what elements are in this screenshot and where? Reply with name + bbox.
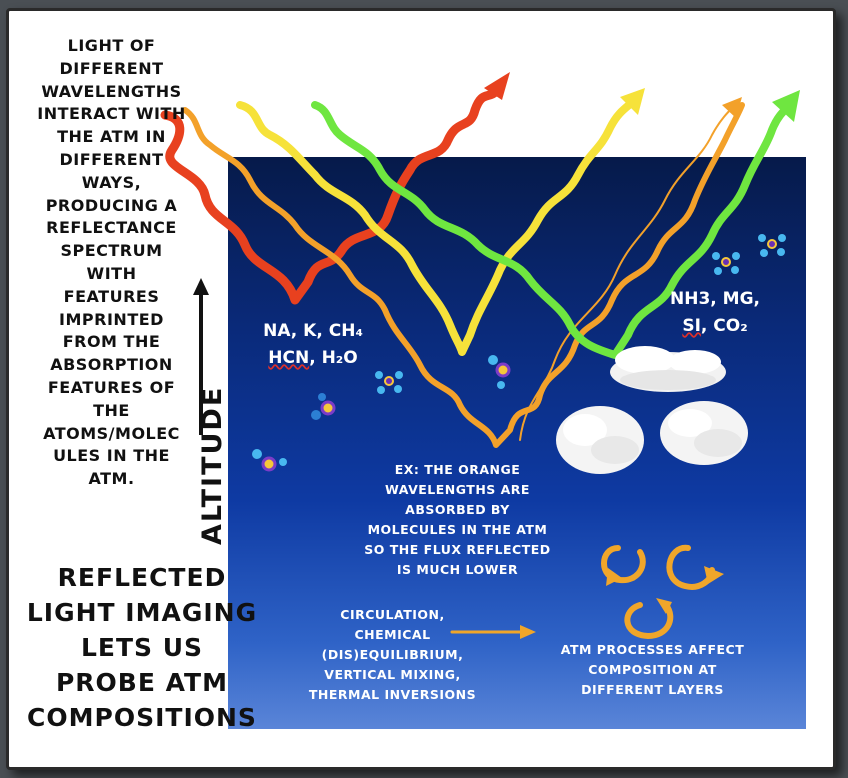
orange-reflected-thin-ray bbox=[519, 104, 736, 441]
molecule-icon bbox=[252, 449, 287, 472]
green-ray-arrowhead bbox=[772, 90, 800, 122]
intro-text: LIGHT OF DIFFERENT WAVELENGTHS INTERACT WI… bbox=[37, 36, 186, 489]
molecule-icon bbox=[488, 355, 511, 389]
molecule-icon bbox=[758, 234, 786, 257]
circulation-arrow-icon bbox=[601, 545, 646, 586]
orange-ray-arrowhead bbox=[722, 97, 742, 118]
molecules-right-label: NH3, MG, SI, CO₂ bbox=[670, 289, 760, 336]
yellow-ray-arrowhead bbox=[620, 88, 645, 115]
cloud-top-right bbox=[610, 346, 726, 392]
atm-processes-note: ATM PROCESSES AFFECT COMPOSITION AT DIFF… bbox=[560, 642, 745, 697]
molecule-icon bbox=[375, 371, 403, 394]
processes-list: CIRCULATION, CHEMICAL (DIS)EQUILIBRIUM, VE… bbox=[308, 607, 477, 702]
orange-light-ray bbox=[182, 102, 745, 448]
circulation-arrow-icon bbox=[624, 598, 674, 640]
yellow-light-ray bbox=[236, 96, 639, 356]
cloud-lower-right bbox=[660, 401, 748, 465]
circulation-arrow-icon bbox=[666, 544, 724, 590]
conclusion-text: REFLECTED LIGHT IMAGING LETS US PROBE AT… bbox=[26, 563, 258, 732]
molecule-icon bbox=[712, 252, 740, 275]
molecule-icon bbox=[311, 393, 336, 420]
molecules-left-label: NA, K, CH₄ HCN, H₂O bbox=[263, 321, 363, 368]
cloud-lower-left bbox=[556, 406, 644, 474]
green-light-ray bbox=[311, 101, 794, 359]
processes-arrow bbox=[450, 625, 536, 639]
altitude-axis-label: ALTITUDE bbox=[197, 385, 228, 545]
altitude-arrow bbox=[193, 278, 209, 435]
red-ray-arrowhead bbox=[484, 72, 510, 100]
orange-example-note: EX: THE ORANGE WAVELENGTHS ARE ABSORBED B… bbox=[364, 462, 551, 577]
